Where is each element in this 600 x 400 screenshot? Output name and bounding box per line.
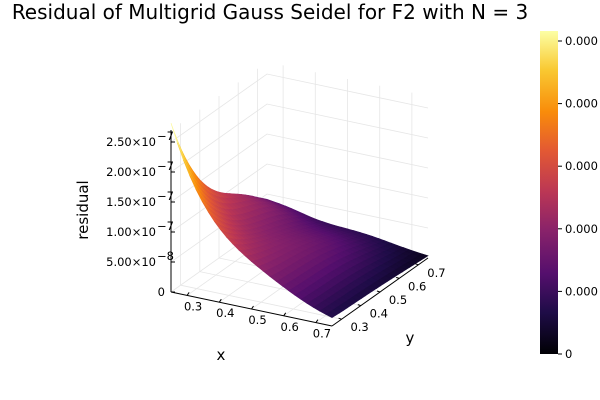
z-tick-label: 1.00×10: [106, 225, 156, 239]
colorbar-tick-label: 0: [565, 347, 572, 361]
z-tick-label: 0: [158, 285, 165, 299]
y-tick-mark: [338, 317, 342, 320]
grid-line: [170, 193, 429, 263]
surface-patch: [325, 311, 337, 318]
colorbar: 0 0.000 0.000 0.000 0.000 0.000: [540, 31, 598, 361]
x-tick-label: 0.3: [184, 299, 202, 313]
x-tick-mark: [251, 305, 254, 310]
y-tick-mark: [396, 276, 400, 279]
grid-line: [170, 163, 429, 233]
z-tick-label: 1.50×10: [106, 195, 156, 209]
y-axis-label: y: [406, 329, 415, 347]
grid-line: [170, 73, 429, 143]
y-tick-mark: [357, 304, 361, 307]
x-tick-mark: [186, 292, 190, 296]
z-tick-label: 5.00×10: [106, 255, 156, 269]
z-tick-exponent: −8: [157, 249, 174, 263]
x-tick-mark: [283, 312, 287, 317]
x-tick-label: 0.4: [216, 306, 234, 320]
z-tick-exponent: −7: [157, 189, 174, 203]
x-axis-label: x: [217, 346, 226, 364]
colorbar-tick-label: 0.000: [565, 97, 598, 111]
z-tick-exponent: −7: [157, 129, 174, 143]
x-tick-label: 0.5: [248, 313, 266, 327]
grid-line: [170, 133, 429, 203]
chart-title: Residual of Multigrid Gauss Seidel for F…: [12, 0, 528, 24]
colorbar-gradient: [540, 31, 558, 354]
colorbar-ticks: 0 0.000 0.000 0.000 0.000 0.000: [558, 34, 598, 361]
x-tick-mark: [218, 298, 222, 303]
y-tick-label: 0.4: [370, 307, 388, 321]
z-tick-label: 2.50×10: [106, 135, 156, 149]
x-tick-label: 0.7: [313, 327, 331, 341]
grid-line: [170, 103, 429, 173]
z-axis-label: residual: [74, 180, 92, 239]
colorbar-tick-label: 0.000: [565, 159, 598, 173]
colorbar-tick-label: 0.000: [565, 284, 598, 298]
axis-layer: 0.3 0.4 0.5 0.6 0.7 0.30.40.50.60.705.00×10 −8…: [106, 129, 445, 341]
colorbar-tick-label: 0.000: [565, 34, 598, 48]
y-tick-label: 0.7: [427, 266, 445, 280]
y-tick-mark: [415, 263, 419, 266]
z-tick-exponent: −7: [157, 219, 174, 233]
y-tick-label: 0.6: [408, 279, 426, 293]
grid-line: [180, 284, 342, 320]
colorbar-tick-label: 0.000: [565, 222, 598, 236]
surface-layer: [170, 122, 429, 318]
y-tick-label: 0.3: [350, 320, 368, 334]
y-tick-mark: [376, 290, 381, 293]
x-tick-mark: [315, 319, 319, 323]
x-tick-label: 0.6: [281, 320, 299, 334]
y-tick-label: 0.5: [389, 293, 407, 307]
z-tick-exponent: −7: [157, 159, 174, 173]
z-tick-label: 2.00×10: [106, 165, 156, 179]
